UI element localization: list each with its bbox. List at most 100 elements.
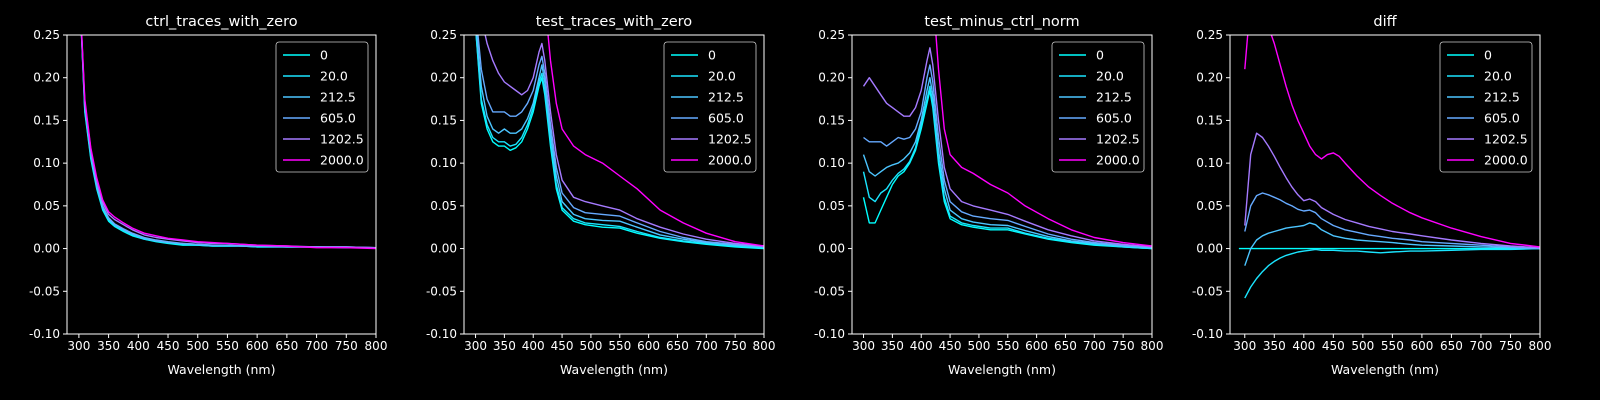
legend-label: 2000.0 (1484, 153, 1528, 168)
x-tick-label: 550 (1381, 339, 1404, 353)
legend-label: 1202.5 (320, 132, 364, 147)
y-tick-label: 0.25 (430, 28, 457, 42)
x-tick-label: 650 (666, 339, 689, 353)
legend-label: 1202.5 (1484, 132, 1528, 147)
y-tick-label: -0.10 (814, 327, 845, 341)
series-line-605.0 (863, 64, 1152, 248)
y-tick-label: 0.10 (818, 156, 845, 170)
y-tick-label: 0.15 (818, 113, 845, 127)
series-line-1202.5 (484, 35, 764, 247)
legend-label: 605.0 (320, 111, 356, 126)
x-axis-label: Wavelength (nm) (168, 362, 276, 377)
y-tick-label: 0.25 (1196, 28, 1223, 42)
series-line-20.0 (475, 35, 764, 249)
legend-label: 605.0 (708, 111, 744, 126)
y-tick-label: 0.10 (430, 156, 457, 170)
y-tick-label: 0.00 (430, 242, 457, 256)
legend-label: 212.5 (1096, 90, 1132, 105)
series-line-605.0 (477, 35, 764, 248)
x-tick-label: 500 (186, 339, 209, 353)
series-line-212.5 (476, 35, 764, 248)
chart-title: test_minus_ctrl_norm (924, 14, 1079, 30)
legend-label: 0 (708, 48, 716, 63)
y-tick-label: -0.05 (29, 284, 60, 298)
x-tick-label: 300 (1233, 339, 1256, 353)
y-tick-label: -0.10 (426, 327, 457, 341)
x-tick-label: 300 (67, 339, 90, 353)
y-tick-label: -0.05 (1192, 284, 1223, 298)
x-tick-label: 800 (1529, 339, 1552, 353)
x-tick-label: 450 (157, 339, 180, 353)
series-line-1202.5 (862, 47, 1152, 248)
series-line-212.5 (862, 76, 1152, 249)
y-tick-label: -0.10 (29, 327, 60, 341)
legend-label: 1202.5 (708, 132, 752, 147)
x-axis-label: Wavelength (nm) (560, 362, 668, 377)
legend-label: 2000.0 (1096, 153, 1140, 168)
y-tick-label: 0.10 (1196, 156, 1223, 170)
chart-title: ctrl_traces_with_zero (145, 14, 297, 30)
chart-panel-2: 300 350 400 450 500 550 600 650 700 750 800 -0.10 -0… (426, 14, 776, 377)
x-tick-label: 700 (1469, 339, 1492, 353)
x-tick-label: 350 (493, 339, 516, 353)
x-tick-label: 400 (127, 339, 150, 353)
x-tick-label: 800 (365, 339, 388, 353)
y-tick-label: 0.15 (33, 113, 60, 127)
series-group (1238, 35, 1540, 299)
y-tick-label: 0.15 (1196, 113, 1223, 127)
y-tick-label: 0.25 (33, 28, 60, 42)
axes-frame (851, 34, 1153, 335)
chart-title: test_traces_with_zero (536, 14, 693, 30)
x-tick-label: 700 (305, 339, 328, 353)
legend: 0 20.0 212.5 605.0 1202.5 2000.0 (663, 41, 757, 173)
x-tick-label: 750 (335, 339, 358, 353)
x-tick-label: 500 (967, 339, 990, 353)
x-tick-label: 750 (724, 339, 747, 353)
y-tick-label: -0.05 (814, 284, 845, 298)
x-axis-label: Wavelength (nm) (1331, 362, 1439, 377)
x-tick-label: 750 (1499, 339, 1522, 353)
legend-label: 605.0 (1096, 111, 1132, 126)
series-group (80, 35, 376, 250)
legend-label: 2000.0 (708, 153, 752, 168)
x-tick-label: 400 (1292, 339, 1315, 353)
y-tick-label: 0.05 (33, 199, 60, 213)
legend: 0 20.0 212.5 605.0 1202.5 2000.0 (1051, 41, 1145, 173)
series-line-20.0 (1244, 247, 1540, 299)
y-tick-label: 0.15 (430, 113, 457, 127)
x-tick-label: 450 (1322, 339, 1345, 353)
y-tick-label: 0.05 (818, 199, 845, 213)
y-tick-label: 0.20 (430, 71, 457, 85)
x-tick-label: 650 (275, 339, 298, 353)
legend-label: 20.0 (708, 69, 736, 84)
legend-label: 1202.5 (1096, 132, 1140, 147)
series-line-605.0 (1244, 192, 1540, 250)
series-group (862, 35, 1152, 250)
x-tick-label: 800 (1141, 339, 1164, 353)
axes-frame (1229, 34, 1541, 335)
x-tick-label: 600 (1410, 339, 1433, 353)
legend-label: 2000.0 (320, 153, 364, 168)
x-tick-label: 400 (910, 339, 933, 353)
chart-title: diff (1373, 14, 1397, 30)
x-tick-label: 600 (1025, 339, 1048, 353)
x-tick-label: 350 (1263, 339, 1286, 353)
y-tick-label: 0.00 (818, 242, 845, 256)
axes-frame (66, 34, 377, 335)
x-tick-label: 600 (246, 339, 269, 353)
series-line-605.0 (80, 35, 376, 249)
y-tick-label: -0.10 (1192, 327, 1223, 341)
x-tick-label: 600 (637, 339, 660, 353)
x-tick-label: 800 (753, 339, 776, 353)
x-tick-label: 550 (608, 339, 631, 353)
series-line-1202.5 (1244, 132, 1540, 249)
legend-label: 0 (1096, 48, 1104, 63)
axes-frame (463, 34, 765, 335)
chart-panel-1: 300 350 400 450 500 550 600 650 700 750 800 -0.10 -0… (29, 14, 388, 377)
x-tick-label: 550 (216, 339, 239, 353)
legend-label: 20.0 (320, 69, 348, 84)
y-tick-label: 0.05 (1196, 199, 1223, 213)
series-line-20.0 (862, 85, 1152, 250)
legend-label: 0 (1484, 48, 1492, 63)
legend-label: 212.5 (708, 90, 744, 105)
